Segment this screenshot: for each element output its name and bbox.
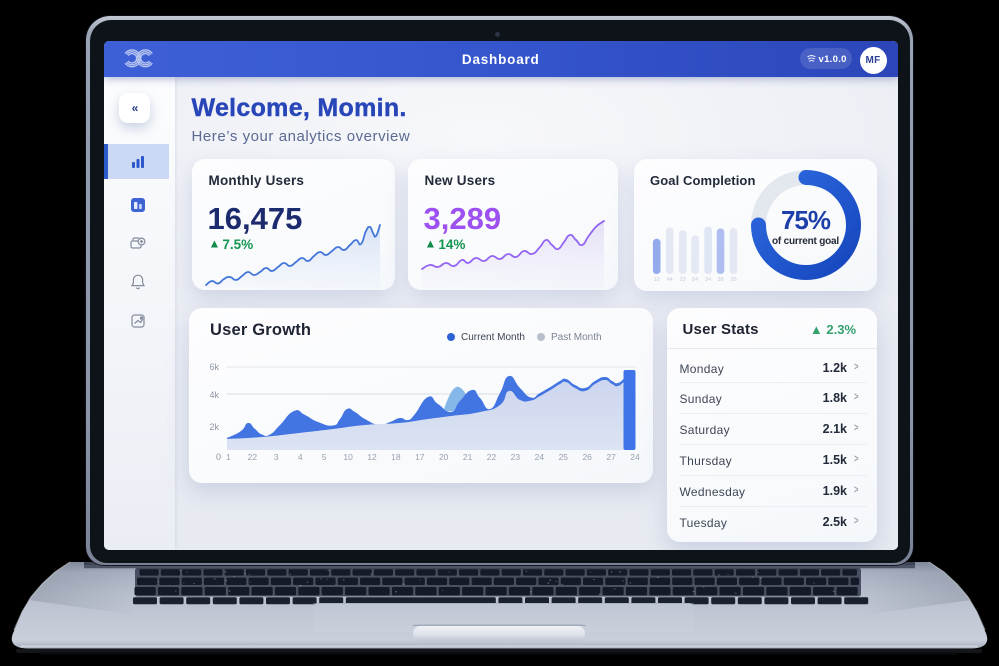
svg-text:21: 21 (463, 452, 473, 462)
svg-text:38: 38 (717, 277, 723, 283)
svg-text:4: 4 (298, 452, 303, 462)
svg-text:23: 23 (511, 452, 521, 462)
svg-text:6k: 6k (209, 362, 219, 372)
svg-text:1: 1 (226, 452, 231, 462)
svg-text:26: 26 (582, 452, 592, 462)
svg-text:20: 20 (439, 452, 449, 462)
svg-text:44: 44 (666, 277, 672, 283)
svg-text:24: 24 (535, 452, 545, 462)
svg-text:34: 34 (705, 277, 711, 283)
svg-text:2k: 2k (209, 422, 219, 432)
svg-text:25: 25 (559, 452, 569, 462)
svg-text:10: 10 (343, 452, 353, 462)
svg-text:10: 10 (653, 277, 659, 283)
svg-text:24: 24 (630, 452, 640, 462)
svg-text:0: 0 (216, 452, 221, 462)
svg-text:5: 5 (322, 452, 327, 462)
svg-text:84: 84 (692, 277, 698, 283)
svg-text:18: 18 (391, 452, 401, 462)
svg-text:27: 27 (606, 452, 616, 462)
svg-text:4k: 4k (209, 390, 219, 400)
svg-text:3: 3 (274, 452, 279, 462)
svg-text:17: 17 (415, 452, 425, 462)
svg-text:22: 22 (248, 452, 258, 462)
svg-text:12: 12 (367, 452, 377, 462)
svg-text:23: 23 (679, 277, 685, 283)
svg-text:22: 22 (487, 452, 497, 462)
svg-text:20: 20 (730, 277, 736, 283)
